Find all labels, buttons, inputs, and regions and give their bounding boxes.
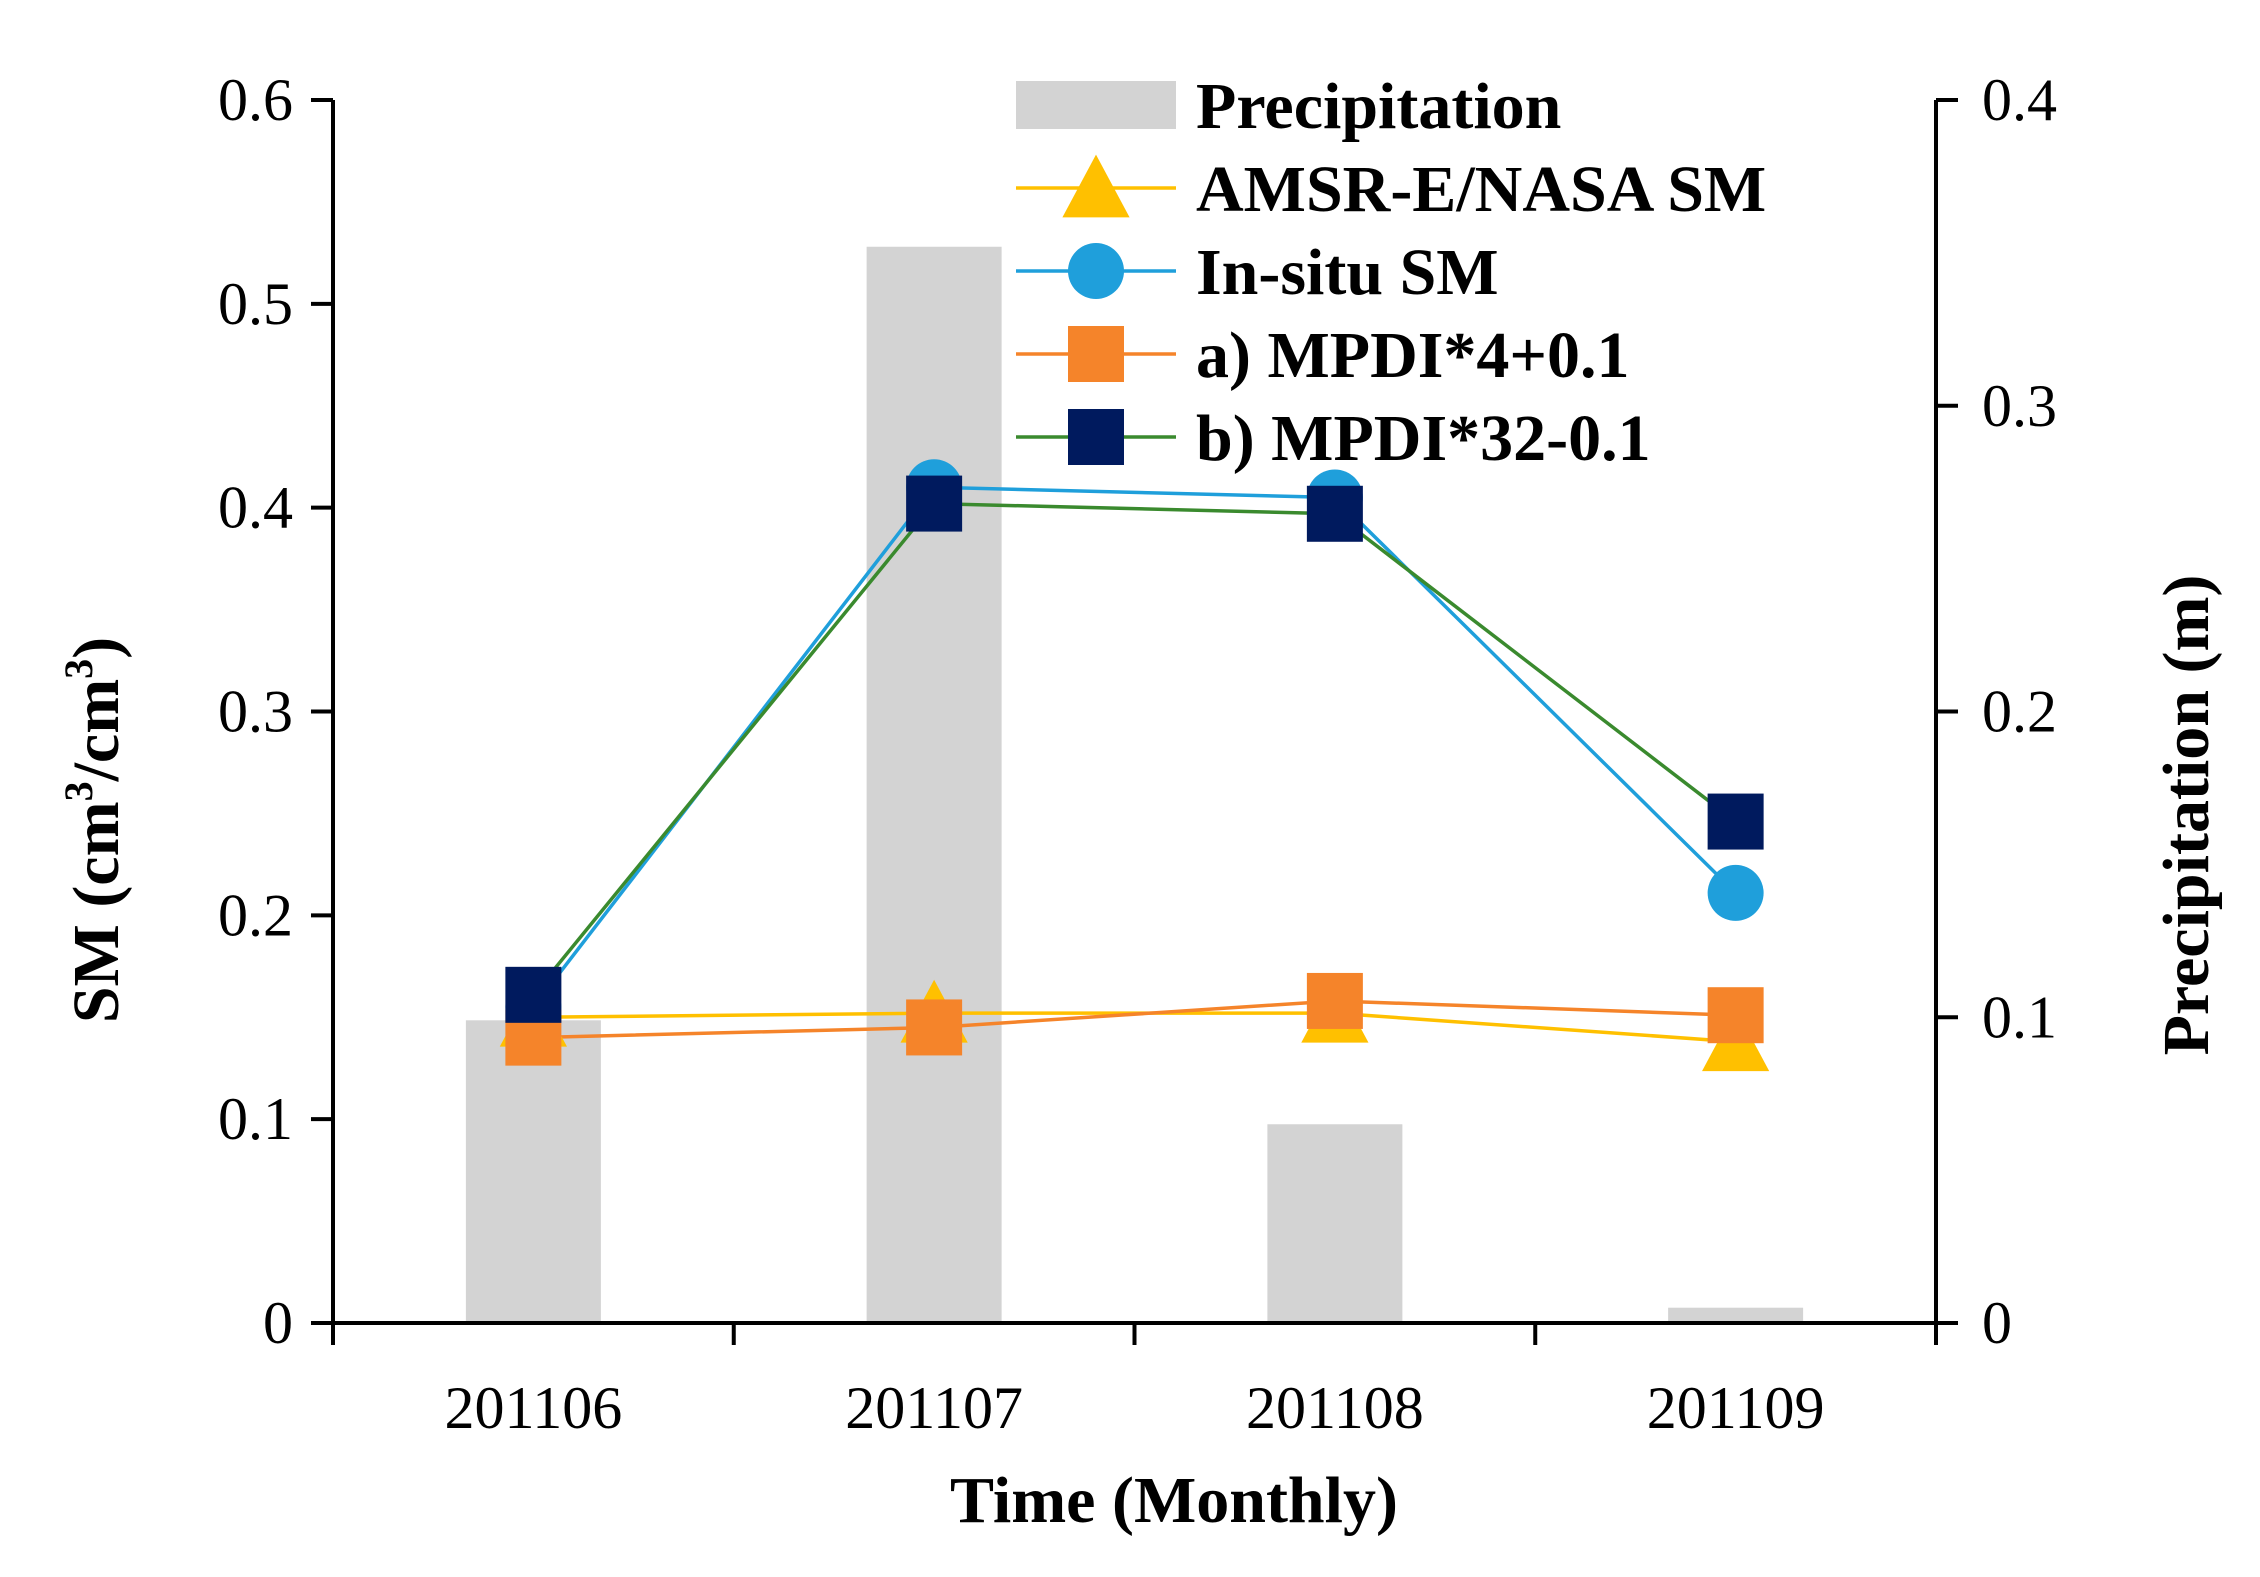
series-2-point-201109 (1707, 987, 1764, 1044)
series-3-point-201109 (1707, 793, 1764, 850)
x-tick-label-201106: 201106 (444, 1375, 622, 1441)
legend-label-0: AMSR-E/NASA SM (1196, 153, 1766, 226)
series-1-point-201109 (1707, 864, 1764, 921)
precip-bar-201106 (465, 1020, 601, 1323)
series-line-1 (531, 485, 1737, 1009)
legend: Precipitation AMSR-E/NASA SM In-situ SM a) … (1016, 70, 1766, 475)
y-right-tick-label-0.1: 0.1 (1982, 984, 2057, 1050)
y-axis-title-left-suffix: ) (60, 637, 133, 659)
series-2-point-201108 (1306, 972, 1363, 1029)
legend-label-3: b) MPDI*32-0.1 (1196, 402, 1651, 475)
legend-marker-0 (1062, 154, 1130, 218)
y-axis-title-left-mid: /cm (60, 679, 133, 783)
y-right-tick-label-0.3: 0.3 (1982, 373, 2057, 439)
legend-marker-1 (1068, 243, 1124, 299)
y-right-tick-label-0.4: 0.4 (1982, 67, 2057, 133)
series-line-0 (533, 1011, 1736, 1044)
y-right-tick-label-0.2: 0.2 (1982, 679, 2057, 745)
precipitation-bars (465, 246, 1804, 1323)
precip-bar-201108 (1267, 1124, 1403, 1323)
y-left-tick-label-0.2: 0.2 (218, 882, 293, 948)
series-line-3 (532, 501, 1737, 996)
y-left-tick-label-0.1: 0.1 (218, 1086, 293, 1152)
series-3-point-201107 (906, 475, 963, 532)
legend-label-precipitation: Precipitation (1196, 70, 1561, 143)
legend-label-2: a) MPDI*4+0.1 (1196, 319, 1630, 392)
series-line-2 (533, 999, 1736, 1040)
series-2-point-201107 (906, 999, 963, 1056)
y-left-tick-label-0.4: 0.4 (218, 475, 293, 541)
precip-bar-201107 (866, 246, 1002, 1323)
y-left-tick-label-0.5: 0.5 (218, 271, 293, 337)
y-left-tick-label-0: 0 (263, 1290, 293, 1356)
axes: 0 0.1 0.2 0.3 0.4 0.5 0.6 0 0.1 0.2 0.3 0.4 201106 20… (218, 67, 2057, 1441)
legend-swatch-precipitation (1016, 81, 1176, 129)
y-axis-title-left-sup1: 3 (56, 781, 101, 801)
legend-label-1: In-situ SM (1196, 236, 1499, 309)
series-3-point-201106 (505, 966, 562, 1023)
y-left-tick-label-0.6: 0.6 (218, 67, 293, 133)
y-right-tick-label-0: 0 (1982, 1290, 2012, 1356)
legend-marker-2 (1068, 326, 1124, 382)
y-left-tick-label-0.3: 0.3 (218, 679, 293, 745)
x-axis-title: Time (Monthly) (950, 1464, 1398, 1537)
y-axis-title-left-sup2: 3 (56, 659, 101, 679)
series-lines (531, 485, 1737, 1044)
series-markers (499, 459, 1770, 1072)
y-axis-title-left-prefix: SM (cm (60, 801, 133, 1023)
x-tick-label-201109: 201109 (1647, 1375, 1825, 1441)
x-tick-label-201108: 201108 (1246, 1375, 1424, 1441)
y-axis-title-left: SM (cm3/cm3) (56, 637, 133, 1023)
precip-bar-201109 (1668, 1307, 1804, 1323)
series-3-point-201108 (1306, 485, 1363, 542)
x-tick-label-201107: 201107 (845, 1375, 1023, 1441)
legend-marker-3 (1068, 409, 1124, 465)
y-axis-title-right: Precipitation (m) (2150, 575, 2223, 1056)
